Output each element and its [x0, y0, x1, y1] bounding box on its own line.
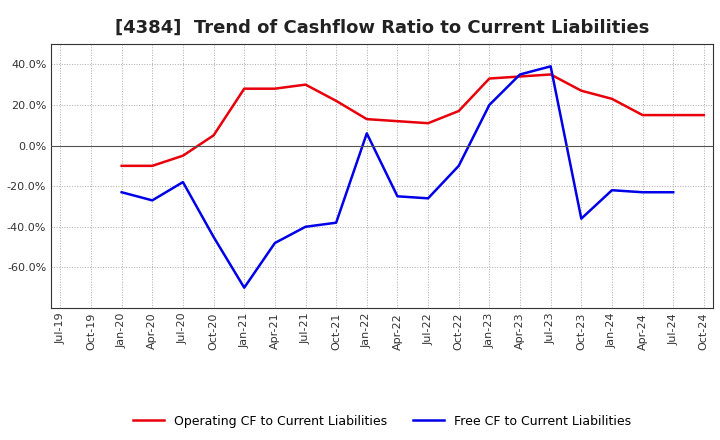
Operating CF to Current Liabilities: [117, 163, 126, 169]
Operating CF to Current Liabilities: [240, 86, 248, 92]
Operating CF to Current Liabilities: [608, 96, 616, 102]
Operating CF to Current Liabilities: [638, 113, 647, 118]
Free CF to Current Liabilities: [179, 180, 187, 185]
Free CF to Current Liabilities: [638, 190, 647, 195]
Title: [4384]  Trend of Cashflow Ratio to Current Liabilities: [4384] Trend of Cashflow Ratio to Curren…: [115, 19, 649, 37]
Operating CF to Current Liabilities: [210, 133, 218, 138]
Operating CF to Current Liabilities: [516, 74, 524, 79]
Operating CF to Current Liabilities: [424, 121, 433, 126]
Operating CF to Current Liabilities: [546, 72, 555, 77]
Free CF to Current Liabilities: [393, 194, 402, 199]
Free CF to Current Liabilities: [210, 234, 218, 239]
Free CF to Current Liabilities: [669, 190, 678, 195]
Free CF to Current Liabilities: [516, 72, 524, 77]
Line: Free CF to Current Liabilities: Free CF to Current Liabilities: [122, 66, 673, 288]
Free CF to Current Liabilities: [577, 216, 585, 221]
Operating CF to Current Liabilities: [148, 163, 157, 169]
Operating CF to Current Liabilities: [332, 98, 341, 103]
Operating CF to Current Liabilities: [454, 108, 463, 114]
Free CF to Current Liabilities: [117, 190, 126, 195]
Free CF to Current Liabilities: [454, 163, 463, 169]
Operating CF to Current Liabilities: [301, 82, 310, 87]
Operating CF to Current Liabilities: [485, 76, 494, 81]
Operating CF to Current Liabilities: [700, 113, 708, 118]
Operating CF to Current Liabilities: [393, 118, 402, 124]
Operating CF to Current Liabilities: [179, 153, 187, 158]
Operating CF to Current Liabilities: [577, 88, 585, 93]
Line: Operating CF to Current Liabilities: Operating CF to Current Liabilities: [122, 74, 704, 166]
Operating CF to Current Liabilities: [362, 117, 371, 122]
Free CF to Current Liabilities: [148, 198, 157, 203]
Legend: Operating CF to Current Liabilities, Free CF to Current Liabilities: Operating CF to Current Liabilities, Fre…: [133, 414, 631, 428]
Free CF to Current Liabilities: [424, 196, 433, 201]
Free CF to Current Liabilities: [271, 240, 279, 246]
Operating CF to Current Liabilities: [271, 86, 279, 92]
Operating CF to Current Liabilities: [669, 113, 678, 118]
Free CF to Current Liabilities: [546, 64, 555, 69]
Free CF to Current Liabilities: [240, 285, 248, 290]
Free CF to Current Liabilities: [301, 224, 310, 229]
Free CF to Current Liabilities: [485, 102, 494, 107]
Free CF to Current Liabilities: [362, 131, 371, 136]
Free CF to Current Liabilities: [332, 220, 341, 225]
Free CF to Current Liabilities: [608, 187, 616, 193]
